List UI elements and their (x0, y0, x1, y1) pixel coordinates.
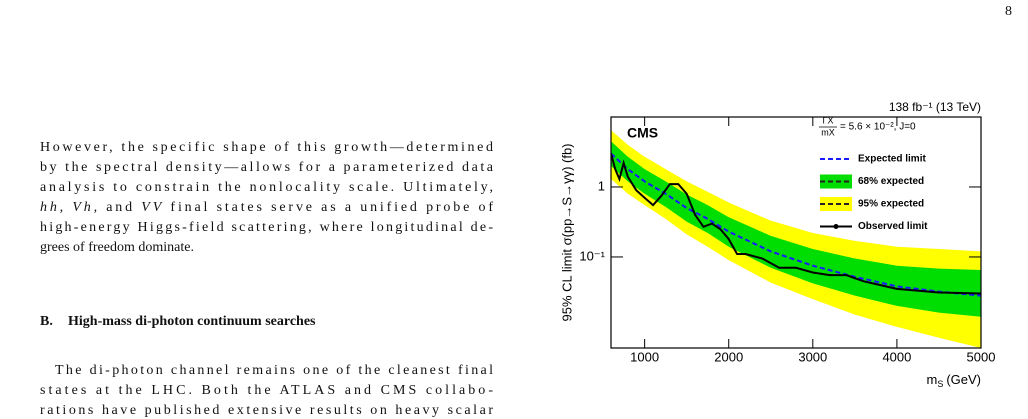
text-line: high-energy Higgs-field scattering, wher… (40, 220, 493, 235)
band (611, 141, 981, 317)
text-line: states at the LHC. Both the ATLAS and CM… (40, 383, 493, 398)
y-axis-label: 95% CL limit σ(pp→S→γγ) (fb) (559, 143, 574, 321)
text-line: analysis to constrain the nonlocality sc… (40, 180, 493, 195)
text-segment: hh, Vh, (40, 200, 97, 215)
plot-area (611, 130, 981, 348)
x-tick-label: 3000 (798, 349, 827, 364)
x-label-symbol: m (926, 372, 937, 387)
y-tick-label: 1 (598, 178, 605, 193)
legend-label: 95% expected (858, 199, 924, 210)
limit-line (611, 153, 981, 295)
limit-line (611, 152, 981, 297)
text-line: However, the specific shape of this grow… (40, 140, 493, 155)
page-number: 8 (1005, 4, 1012, 19)
annotation-text: = 5.6 × 10⁻², J=0 (840, 122, 916, 133)
x-axis-label: mS (GeV) (926, 372, 981, 389)
y-tick-label: 10⁻¹ (579, 248, 605, 263)
x-tick-label: 4000 (882, 349, 911, 364)
x-tick-label: 2000 (714, 349, 743, 364)
text-line: by the spectral density—allows for a par… (40, 160, 494, 175)
ratio-denominator: mX (821, 127, 835, 137)
x-label-subscript: S (937, 379, 943, 389)
text-line: grees of freedom dominate. (40, 240, 194, 255)
text-line: hh, Vh, and VV final states serve as a u… (40, 200, 493, 215)
x-label-unit: (GeV) (946, 372, 981, 387)
text-segment: final states serve as a unified probe of (164, 200, 493, 215)
legend-label: Observed limit (858, 221, 928, 232)
legend-label: 68% expected (858, 176, 924, 187)
legend-label: Expected limit (858, 154, 926, 165)
experiment-label: CMS (627, 125, 658, 141)
lumi-label: 138 fb⁻¹ (13 TeV) (889, 100, 981, 114)
text-line: The di-photon channel remains one of the… (55, 363, 493, 378)
text-line: rations have published extensive results… (40, 403, 493, 418)
legend-marker (833, 224, 839, 229)
text-segment: and (100, 200, 139, 215)
text-segment: VV (141, 200, 162, 215)
ratio-numerator: ΓX (823, 115, 834, 125)
section-title: High-mass di-photon continuum searches (68, 314, 316, 329)
x-tick-label: 5000 (967, 349, 996, 364)
x-tick-label: 1000 (630, 349, 659, 364)
section-number: B. (40, 314, 53, 329)
plot-frame (610, 116, 982, 349)
